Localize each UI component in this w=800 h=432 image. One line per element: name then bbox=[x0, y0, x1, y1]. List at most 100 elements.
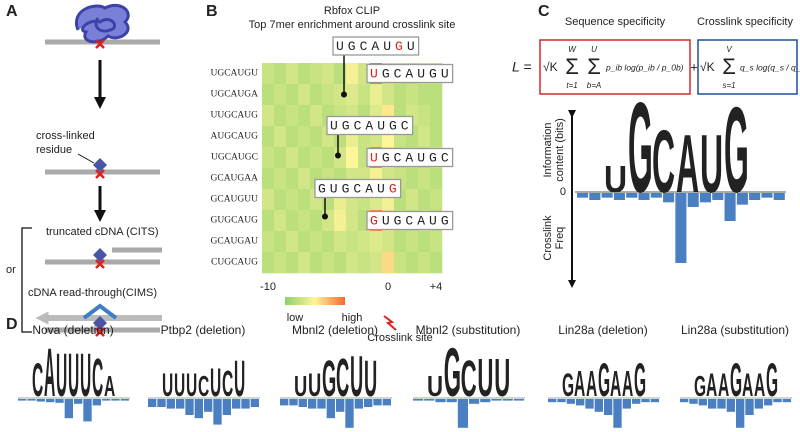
heat-cell bbox=[310, 210, 323, 232]
heat-cell bbox=[370, 231, 383, 253]
heat-cell bbox=[346, 252, 359, 274]
heat-cell bbox=[430, 126, 443, 148]
sum-upper: V bbox=[726, 45, 732, 54]
heat-cell bbox=[286, 84, 299, 106]
panel-b: B Rbfox CLIP Top 7mer enrichment around … bbox=[206, 3, 455, 344]
plus: + bbox=[690, 59, 698, 74]
bracket bbox=[21, 227, 32, 333]
logo-letter: C bbox=[198, 370, 209, 402]
annotation: truncated cDNA (CITS) bbox=[46, 226, 158, 238]
heat-cell bbox=[406, 84, 419, 106]
logo-letter: C bbox=[222, 364, 233, 404]
y-label: Information bbox=[542, 122, 554, 177]
panel-a: A cross-linked residue truncated cDNA (C… bbox=[6, 3, 162, 337]
logo: Mbnl2 (substitution)U G C U U bbox=[413, 323, 525, 428]
logo-letter: U bbox=[294, 371, 307, 403]
seq-box: UGCAUGU bbox=[332, 36, 420, 98]
freq-bar bbox=[699, 193, 712, 203]
freq-bar bbox=[74, 399, 83, 404]
heat-cell bbox=[370, 84, 383, 106]
formula-body: q_s log(q_s / q_0) bbox=[740, 62, 800, 72]
freq-bar bbox=[435, 399, 446, 403]
logo-letter: C bbox=[652, 112, 675, 212]
xl-box bbox=[697, 39, 798, 95]
heat-cell bbox=[334, 231, 347, 253]
freq-bar bbox=[111, 399, 120, 401]
heat-cell bbox=[322, 63, 335, 85]
panel-label: C bbox=[538, 3, 550, 20]
logo-letter: G bbox=[730, 354, 742, 406]
seq-box: UGCAUGU bbox=[366, 63, 454, 84]
freq-bar bbox=[36, 399, 45, 402]
annotation: cross-linked bbox=[36, 130, 95, 142]
logo-title: Nova (deletion) bbox=[32, 323, 113, 337]
residue bbox=[93, 316, 107, 330]
heat-cell bbox=[298, 189, 311, 211]
annotation: or bbox=[6, 264, 16, 276]
heat-cell bbox=[310, 147, 323, 169]
freq-bar bbox=[680, 399, 689, 403]
freq-bar bbox=[638, 193, 650, 200]
crosslink-mark bbox=[95, 169, 105, 179]
seq-part: G bbox=[395, 39, 407, 54]
logo-letter: U bbox=[80, 341, 91, 410]
panel-label: D bbox=[6, 316, 18, 333]
row-label: UGCAUGC bbox=[211, 153, 258, 163]
logo-letter: C bbox=[32, 354, 43, 406]
sequence: GUGCAUG bbox=[370, 214, 453, 229]
seq-box: UGCAUGC bbox=[366, 147, 454, 168]
heat-cell bbox=[286, 105, 299, 127]
freq-bar bbox=[92, 399, 101, 406]
freq-bar bbox=[298, 399, 307, 407]
heat-cell bbox=[334, 147, 347, 169]
freq-bar bbox=[754, 399, 763, 409]
logo-letter: G bbox=[598, 354, 610, 406]
heat-cell bbox=[346, 147, 359, 169]
freq-bar bbox=[55, 399, 64, 403]
heat-cell bbox=[418, 252, 431, 274]
heat-cell bbox=[358, 252, 371, 274]
heat-cell bbox=[394, 231, 407, 253]
heat-cell bbox=[430, 168, 443, 190]
heat-cell bbox=[418, 105, 431, 127]
logo-letter: C bbox=[92, 348, 103, 408]
freq-bar bbox=[502, 399, 513, 401]
logo: Lin28a (deletion)G A A G A A G bbox=[548, 323, 660, 428]
sequence: UGCAUGU bbox=[370, 67, 453, 82]
seq-part: G bbox=[370, 214, 382, 229]
pin-dot bbox=[322, 213, 328, 220]
freq-bar bbox=[761, 193, 773, 198]
heat-cell bbox=[310, 63, 323, 85]
heat-cell bbox=[310, 126, 323, 148]
row-label: GCAUGUU bbox=[211, 195, 259, 205]
freq-bar bbox=[157, 399, 166, 407]
freq-bar bbox=[736, 193, 748, 205]
freq-bar bbox=[469, 399, 480, 404]
freq-bar bbox=[548, 399, 557, 403]
heat-cell bbox=[262, 231, 275, 253]
freq-bar bbox=[336, 399, 345, 412]
heat-cell bbox=[262, 105, 275, 127]
heat-cell bbox=[406, 252, 419, 274]
logo-letter: U bbox=[162, 368, 173, 404]
heat-cell bbox=[262, 126, 275, 148]
seq-part: G bbox=[389, 182, 401, 197]
heat-cell bbox=[418, 168, 431, 190]
logo-letter: U bbox=[210, 362, 221, 405]
seq-part: UGCAU bbox=[336, 39, 395, 54]
freq-bar bbox=[726, 399, 735, 412]
freq-bar bbox=[698, 399, 707, 406]
heat-cell bbox=[262, 168, 275, 190]
heat-cell bbox=[418, 231, 431, 253]
protein bbox=[74, 3, 130, 44]
sigma: Σ bbox=[722, 54, 736, 79]
freq-bar bbox=[576, 399, 585, 406]
sqrt-k: √K bbox=[700, 60, 715, 74]
freq-bar bbox=[687, 193, 699, 207]
freq-bar bbox=[27, 399, 36, 401]
sum-lower: b=A bbox=[587, 81, 601, 90]
freq-bar bbox=[589, 193, 601, 200]
heat-cell bbox=[298, 105, 311, 127]
logo-letter: A bbox=[706, 368, 717, 404]
heat-cell bbox=[346, 231, 359, 253]
